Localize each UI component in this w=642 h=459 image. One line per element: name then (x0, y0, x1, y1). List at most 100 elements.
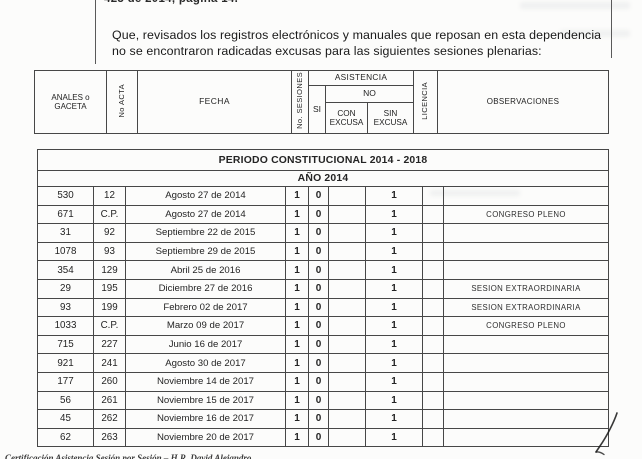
cell-licencia (422, 204, 444, 225)
cell-fecha: Noviembre 14 de 2017 (125, 371, 286, 392)
cell-sin-excusa: 1 (365, 260, 423, 280)
cell-sesiones: 1 (285, 427, 309, 448)
cell-acta: 260 (93, 371, 126, 392)
cell-sin-excusa: 1 (365, 223, 423, 243)
cell-sesiones: 1 (285, 223, 309, 243)
cell-con-excusa (328, 223, 366, 243)
footer-caption-text: Certificación Asistencia Sesión por Sesi… (5, 453, 261, 459)
cell-anales: 45 (37, 409, 94, 429)
cell-licencia (422, 371, 444, 392)
cell-licencia (422, 241, 444, 262)
cell-acta: 227 (93, 334, 126, 355)
cell-observaciones (442, 409, 610, 429)
table-row: 671 C.P. Agosto 27 de 2014 1 0 1 CONGRES… (37, 204, 610, 225)
table-row: 1033 C.P. Marzo 09 de 2017 1 0 1 CONGRES… (37, 316, 610, 336)
cell-observaciones (442, 241, 610, 262)
cell-licencia (422, 334, 444, 355)
cell-sin-excusa: 1 (365, 297, 423, 318)
cell-sin-excusa: 1 (365, 371, 423, 392)
cell-observaciones (442, 260, 610, 280)
cell-con-excusa (328, 186, 366, 206)
cell-sesiones: 1 (285, 390, 309, 411)
cell-con-excusa (328, 278, 366, 299)
column-header-acta: No ACTA (106, 70, 138, 134)
cell-con-excusa (328, 390, 366, 411)
handwritten-check-mark (595, 412, 618, 456)
cell-anales: 93 (37, 297, 94, 318)
cell-licencia (422, 353, 444, 373)
cell-anales: 671 (37, 204, 94, 225)
cell-sin-excusa: 1 (365, 204, 423, 225)
cell-con-excusa (328, 409, 366, 429)
table-row: 177 260 Noviembre 14 de 2017 1 0 1 (37, 371, 610, 392)
cell-si: 0 (308, 241, 329, 262)
cell-acta: 262 (93, 409, 126, 429)
cell-fecha: Agosto 27 de 2014 (125, 204, 286, 225)
cell-fecha: Septiembre 29 de 2015 (125, 241, 286, 262)
cell-sesiones: 1 (285, 204, 309, 225)
cell-si: 0 (308, 334, 329, 355)
cell-anales: 177 (37, 371, 94, 392)
paragraph-cell-left-border (95, 0, 96, 64)
table-row: 31 92 Septiembre 22 de 2015 1 0 1 (37, 223, 610, 243)
cell-anales: 354 (37, 260, 94, 280)
cell-si: 0 (308, 409, 329, 429)
cell-observaciones (442, 390, 610, 411)
cell-licencia (422, 260, 444, 280)
cell-si: 0 (308, 371, 329, 392)
column-header-licencia: LICENCIA (413, 70, 438, 134)
cell-si: 0 (308, 353, 329, 373)
cell-si: 0 (308, 316, 329, 336)
cell-sin-excusa: 1 (365, 409, 423, 429)
footer-caption: Certificación Asistencia Sesión por Sesi… (5, 448, 425, 459)
cell-sesiones: 1 (285, 278, 309, 299)
cell-fecha: Noviembre 15 de 2017 (125, 390, 286, 411)
attendance-header-table: ANALES o GACETA No ACTA FECHA No. SESION… (34, 70, 609, 134)
scan-bleed-ghost (560, 30, 630, 37)
cell-anales: 530 (37, 186, 94, 206)
cell-fecha: Septiembre 22 de 2015 (125, 223, 286, 243)
cell-con-excusa (328, 371, 366, 392)
period-title: PERIODO CONSTITUCIONAL 2014 - 2018 (36, 149, 610, 171)
cell-observaciones (442, 223, 610, 243)
table-row: 62 263 Noviembre 20 de 2017 1 0 1 (37, 427, 610, 448)
cell-observaciones (442, 371, 610, 392)
cell-anales: 62 (37, 427, 94, 448)
year-title-row: AÑO 2014 (36, 170, 610, 187)
cell-anales: 1078 (37, 241, 94, 262)
column-header-con-excusa: CON EXCUSA (325, 102, 368, 134)
cell-sin-excusa: 1 (365, 390, 423, 411)
cell-acta: 129 (93, 260, 126, 280)
cell-sin-excusa: 1 (365, 334, 423, 355)
cell-con-excusa (328, 334, 366, 355)
cell-acta: 195 (93, 278, 126, 299)
cell-sesiones: 1 (285, 353, 309, 373)
cell-si: 0 (308, 186, 329, 206)
cell-sesiones: 1 (285, 409, 309, 429)
cell-licencia (422, 427, 444, 448)
column-header-observaciones: OBSERVACIONES (437, 70, 609, 134)
column-header-sin-excusa: SIN EXCUSA (367, 102, 414, 134)
cell-con-excusa (328, 297, 366, 318)
cell-fecha: Agosto 27 de 2014 (125, 186, 286, 206)
table-row: 93 199 Febrero 02 de 2017 1 0 1 SESION E… (37, 297, 610, 318)
table-row: 1078 93 Septiembre 29 de 2015 1 0 1 (37, 241, 610, 262)
cell-acta: C.P. (93, 204, 126, 225)
cell-fecha: Noviembre 16 de 2017 (125, 409, 286, 429)
cell-acta: 93 (93, 241, 126, 262)
cell-sesiones: 1 (285, 297, 309, 318)
cell-sin-excusa: 1 (365, 241, 423, 262)
cell-licencia (422, 390, 444, 411)
cell-acta: 261 (93, 390, 126, 411)
paragraph-cell-right-border (611, 0, 612, 58)
period-title-row: PERIODO CONSTITUCIONAL 2014 - 2018 (36, 149, 610, 171)
top-text-fragment: 425 de 2014, página 14. (104, 0, 364, 8)
cell-fecha: Noviembre 20 de 2017 (125, 427, 286, 448)
table-row: 921 241 Agosto 30 de 2017 1 0 1 (37, 353, 610, 373)
cell-observaciones: CONGRESO PLENO (442, 204, 610, 225)
cell-anales: 56 (37, 390, 94, 411)
year-title: AÑO 2014 (36, 170, 610, 187)
cell-si: 0 (308, 427, 329, 448)
top-text-fragment-text: 425 de 2014, página 14. (104, 0, 364, 5)
